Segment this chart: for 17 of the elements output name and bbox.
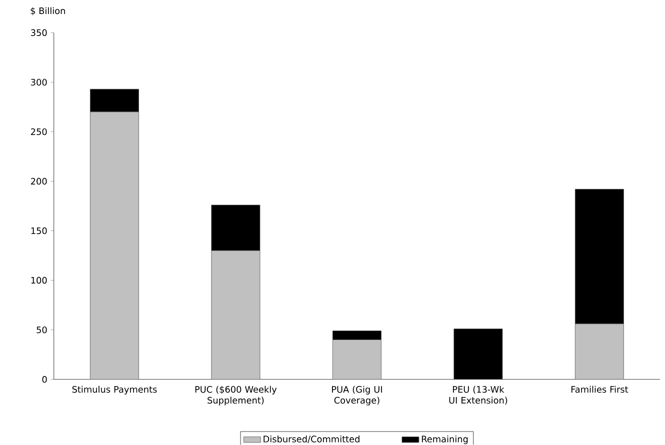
y-tick-label: 300 [31,78,47,86]
x-tick-label: Stimulus Payments [72,386,157,395]
legend-label: Disbursed/Committed [264,436,360,444]
y-tick-label: 100 [31,277,47,284]
bar [454,328,503,380]
legend-label: Remaining [422,436,468,444]
y-axis-title: $ Billion [30,7,65,16]
x-tick-label: PUC ($600 Weekly Supplement) [195,386,277,406]
x-tick-label: Families First [571,386,628,393]
y-tick-label: 350 [31,29,47,36]
y-tick-label: 200 [31,178,47,185]
x-tick-label: PUA (Gig UI Coverage) [332,386,382,406]
y-tick-label: 150 [31,228,47,234]
y-tick-label: 0 [42,376,47,383]
x-tick-label: PEU (13-Wk UI Extension) [449,386,508,405]
y-tick-label: 50 [36,326,47,334]
y-tick-label: 250 [31,128,47,136]
